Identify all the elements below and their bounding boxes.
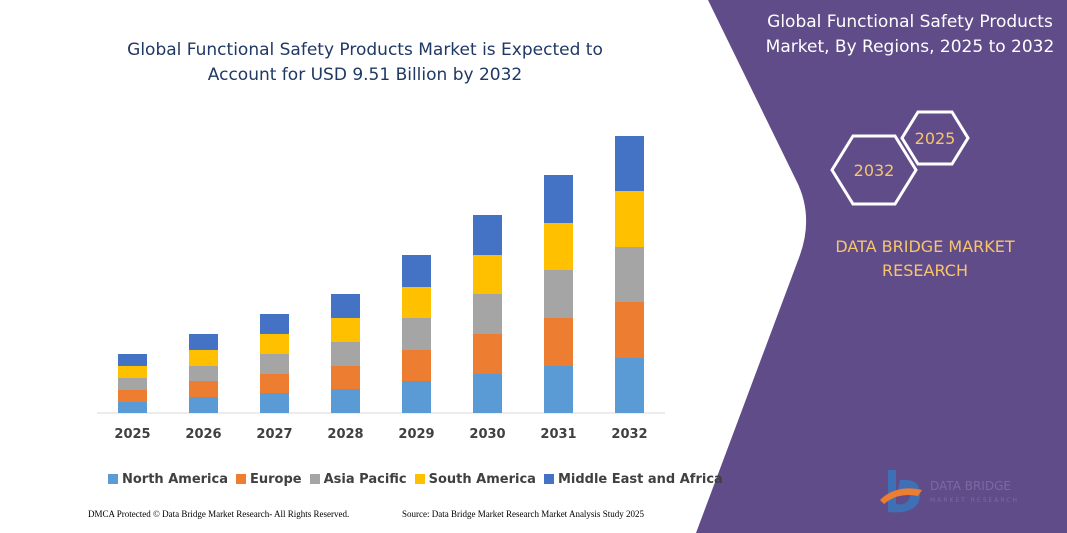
chart-title: Global Functional Safety Products Market…: [127, 40, 603, 85]
bar-segment: [189, 381, 218, 397]
footer-note: DMCA Protected © Data Bridge Market Rese…: [88, 509, 350, 519]
legend-item: North America: [108, 472, 228, 487]
bar-segment: [402, 255, 431, 287]
bar-segment: [189, 334, 218, 350]
bar-segment: [544, 270, 573, 318]
x-tick-label: 2028: [327, 427, 363, 442]
bar-segment: [118, 402, 147, 413]
x-tick-label: 2032: [611, 427, 647, 442]
bar-segment: [189, 397, 218, 413]
legend-swatch: [414, 474, 425, 484]
footer-source: Source: Data Bridge Market Research Mark…: [402, 509, 644, 519]
bar-segment: [118, 390, 147, 402]
legend-label: North America: [122, 472, 228, 487]
bar-segment: [473, 294, 502, 334]
bar-segment: [615, 136, 644, 191]
logo-tagline: MARKET RESEARCH: [930, 497, 1019, 504]
bar-segment: [331, 366, 360, 389]
legend-label: Asia Pacific: [323, 472, 407, 487]
bar-segment: [544, 366, 573, 413]
logo-mark: [888, 470, 920, 513]
bar-segment: [615, 247, 644, 302]
bar-segment: [402, 287, 431, 318]
bar-segment: [402, 350, 431, 381]
x-tick-label: 2027: [256, 427, 292, 442]
badge-label: 2025: [915, 129, 956, 148]
bar-segment: [544, 175, 573, 223]
badge-hexagon: [900, 110, 970, 166]
badge-label: 2032: [854, 161, 895, 180]
logo-name: DATA BRIDGE: [930, 479, 1011, 493]
bar-segment: [473, 255, 502, 294]
legend-swatch: [236, 474, 246, 484]
bar-segment: [402, 318, 431, 350]
bar-segment: [260, 334, 289, 354]
bar-segment: [260, 393, 289, 413]
bar-segment: [331, 318, 360, 342]
legend-label: Middle East and Africa: [557, 472, 723, 487]
side-panel: [696, 0, 1067, 533]
bar-segment: [118, 378, 147, 390]
bar-segment: [544, 223, 573, 270]
legend-item: Asia Pacific: [309, 472, 407, 487]
x-tick-label: 2026: [185, 427, 221, 442]
bar-segment: [260, 314, 289, 334]
x-tick-label: 2031: [540, 427, 576, 442]
legend-item: Middle East and Africa: [543, 472, 723, 487]
x-tick-label: 2025: [114, 427, 150, 442]
bar-segment: [260, 354, 289, 374]
bar-segment: [189, 366, 218, 381]
bar-segment: [118, 366, 147, 378]
legend-label: South America: [428, 472, 536, 487]
bar-segment: [615, 358, 644, 413]
bar-segment: [331, 342, 360, 366]
bar-segment: [473, 374, 502, 413]
panel-title: Global Functional Safety Products Market…: [765, 12, 1055, 57]
brand-name: DATA BRIDGE MARKET RESEARCH: [835, 237, 1015, 280]
bar-segment: [331, 389, 360, 413]
bar-segment: [331, 294, 360, 318]
logo-mark: [880, 488, 922, 504]
bar-segment: [260, 374, 289, 393]
legend-swatch: [309, 474, 320, 484]
legend-swatch: [543, 474, 554, 484]
legend: North America Europe Asia Pacific South Ame…: [108, 472, 723, 487]
bar-segment: [473, 334, 502, 374]
badge-hexagon: [830, 134, 918, 206]
x-tick-label: 2029: [398, 427, 434, 442]
bar-segment: [118, 354, 147, 366]
bar-segment: [189, 350, 218, 366]
legend-swatch: [108, 474, 118, 484]
bar-segment: [473, 215, 502, 255]
legend-label: Europe: [250, 472, 302, 487]
legend-item: Europe: [236, 472, 302, 487]
bar-segment: [402, 381, 431, 413]
logo: DATA BRIDGE MARKET RESEARCH: [880, 470, 1019, 513]
x-tick-label: 2030: [469, 427, 505, 442]
bar-segment: [615, 302, 644, 358]
bar-segment: [615, 191, 644, 247]
bar-segment: [544, 318, 573, 366]
legend-item: South America: [414, 472, 536, 487]
